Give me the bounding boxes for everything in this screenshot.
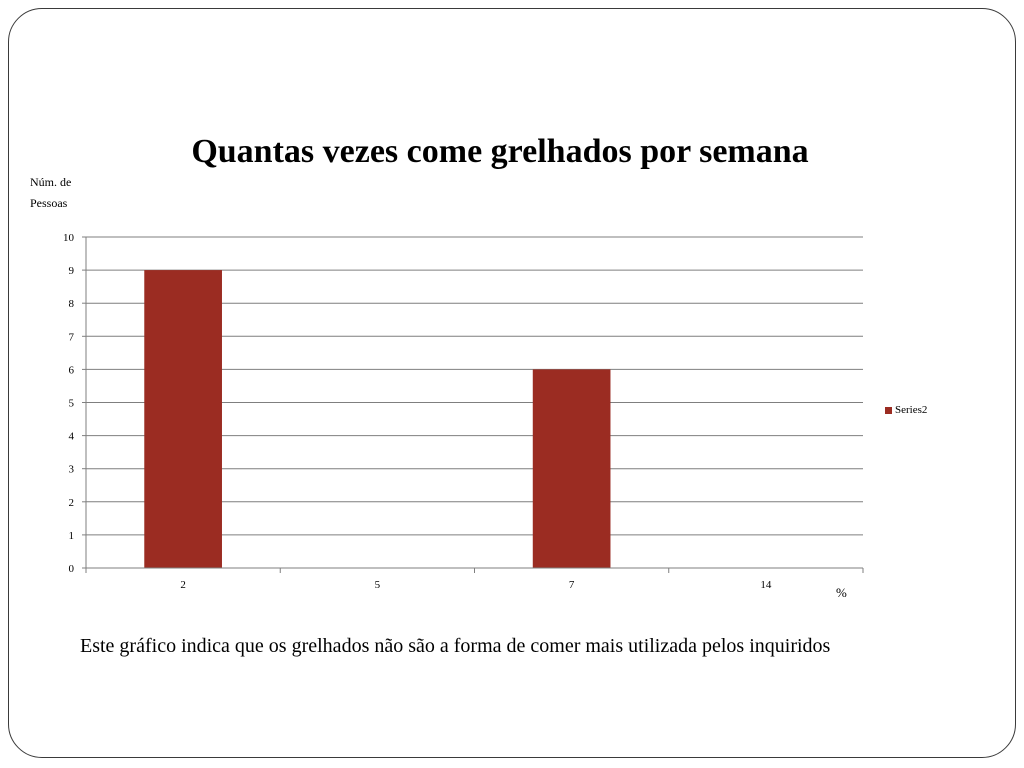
legend: Series2 — [885, 404, 927, 416]
caption-text: Este gráfico indica que os grelhados não… — [80, 635, 831, 657]
bar-2 — [144, 270, 222, 568]
x-axis-title: % — [836, 585, 847, 600]
y-tick-label: 0 — [69, 563, 75, 575]
x-tick-label: 5 — [375, 579, 381, 591]
x-tick-label: 14 — [760, 579, 772, 591]
slide-frame — [8, 8, 1016, 758]
legend-label: Series2 — [895, 404, 928, 416]
y-tick-label: 1 — [69, 530, 75, 542]
bar-7 — [532, 369, 611, 568]
x-tick-label: 7 — [569, 579, 575, 591]
y-tick-label: 3 — [69, 464, 75, 476]
y-tick-label: 7 — [69, 331, 75, 343]
y-tick-label: 9 — [69, 265, 75, 277]
y-tick-label: 5 — [69, 398, 75, 410]
y-tick-label: 8 — [69, 298, 75, 310]
y-tick-label: 10 — [63, 232, 75, 244]
chart-title: Quantas vezes come grelhados por semana — [191, 133, 809, 170]
y-tick-label: 2 — [69, 497, 75, 509]
y-tick-label: 4 — [69, 431, 75, 443]
x-tick-label: 2 — [180, 579, 186, 591]
y-tick-label: 6 — [69, 364, 75, 376]
y-axis-title: Núm. de Pessoas — [30, 175, 72, 210]
legend-swatch — [885, 406, 892, 414]
